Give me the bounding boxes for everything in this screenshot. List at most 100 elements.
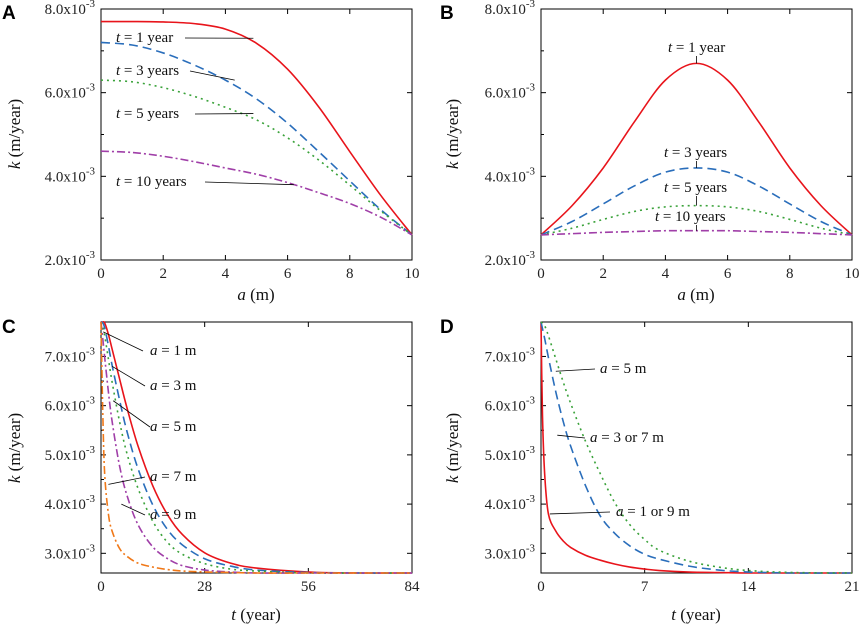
panel-d-y-axis-unit: (m/year): [443, 413, 462, 476]
panel-d-annotation-leader: [557, 434, 586, 439]
panel-b-annotation: t = 10 years: [655, 209, 726, 225]
panel-b-y-axis-var: k: [443, 161, 462, 169]
panel-c-annotations: a = 1 m a = 3 m a = 5 m a = 7 m a = 9 m: [103, 331, 197, 523]
panel-c-x-tick-label: 56: [301, 579, 317, 595]
panel-a-x-tick-label: 8: [346, 266, 354, 282]
panel-a-annotation-leader: [204, 181, 294, 186]
panel-d-series: [540, 321, 853, 574]
panel-a-annotation: t = 10 years: [116, 174, 187, 190]
panel-d-y-tick-label: 4.0x10-3: [485, 493, 536, 513]
panel-b-y-axis-unit: (m/year): [443, 99, 462, 162]
panel-a-series-line: [100, 20, 413, 236]
panel-a-x-axis-var: a: [237, 285, 246, 304]
panel-c-annotation-leader: [103, 331, 144, 352]
panel-c-annotation-leader: [112, 400, 151, 428]
panel-c-x-tick-label: 84: [405, 579, 421, 595]
panel-d-y-axis-label: k (m/year): [443, 413, 462, 483]
panel-d-annotation: a = 5 m: [600, 361, 647, 377]
panel-a-annotation: t = 5 years: [116, 106, 179, 122]
panel-b-ticks: 0 2 4 6 8 10 2.0x10-3 4.0x10-3 6.0x10-3 8.0x10-3: [485, 0, 860, 282]
panel-d: D 0 7 14 21 3.0x10-3 4.0x10-3 5.0x10-3 6.0x10-3…: [440, 317, 860, 624]
panel-b-x-axis-unit: (m): [686, 285, 715, 304]
panel-a-series: [100, 20, 413, 236]
panel-c-letter: C: [2, 317, 16, 338]
panel-d-annotation-leader: [555, 368, 596, 372]
panel-c-x-axis-var: t: [231, 605, 237, 624]
panel-b-series-line: [540, 204, 853, 236]
panel-d-annotation-leader: [549, 511, 611, 515]
panel-c-y-tick-label: 6.0x10-3: [45, 395, 96, 415]
panel-b-letter: B: [440, 3, 454, 24]
panel-d-annotation: a = 1 or 9 m: [616, 504, 690, 520]
panel-a-series-line: [100, 79, 413, 236]
panel-d-annotations: a = 5 m a = 3 or 7 m a = 1 or 9 m: [549, 361, 690, 520]
panel-b-annotations: t = 1 year t = 3 years t = 5 years t = 10 y…: [655, 40, 727, 231]
panel-d-x-tick-label: 0: [537, 579, 545, 595]
panel-c-series: [100, 320, 413, 574]
panel-d-x-axis-var: t: [671, 605, 677, 624]
panel-a-x-tick-label: 4: [222, 266, 230, 282]
panel-d-y-tick-label: 3.0x10-3: [485, 542, 536, 562]
panel-c-series-line: [100, 321, 413, 574]
panel-c-y-tick-label: 3.0x10-3: [45, 542, 96, 562]
panel-c-series-line: [100, 321, 412, 574]
panel-c-y-axis-unit: (m/year): [5, 413, 24, 476]
panel-c-annotation-leader: [108, 476, 146, 485]
panel-b-y-tick-label: 4.0x10-3: [485, 165, 536, 185]
panel-a-x-tick-label: 0: [97, 266, 105, 282]
panel-b-x-tick-label: 6: [724, 266, 732, 282]
panel-c-frame: [100, 321, 413, 574]
panel-a-annotation-leader: [189, 70, 235, 81]
panel-a-x-axis-unit: (m): [246, 285, 275, 304]
panel-a-y-tick-label: 8.0x10-3: [45, 0, 96, 18]
panel-d-letter: D: [440, 317, 454, 338]
panel-b-x-tick-label: 2: [599, 266, 607, 282]
panel-d-series-line: [540, 321, 852, 574]
panel-d-frame: [540, 321, 853, 574]
panel-b-annotation: t = 1 year: [668, 40, 725, 56]
panel-c-y-axis-var: k: [5, 475, 24, 483]
panel-a-x-tick-label: 2: [159, 266, 167, 282]
panel-a-x-tick-label: 10: [405, 266, 420, 282]
panel-b-annotation: t = 5 years: [664, 180, 727, 196]
panel-d-y-tick-label: 7.0x10-3: [485, 345, 536, 365]
panel-a-x-tick-label: 6: [284, 266, 292, 282]
panel-a-y-tick-label: 2.0x10-3: [45, 249, 96, 269]
panel-a-y-tick-label: 4.0x10-3: [45, 165, 96, 185]
panel-a-annotation: t = 3 years: [116, 63, 179, 79]
panel-c-annotation: a = 3 m: [150, 378, 197, 394]
panel-b-x-axis-var: a: [677, 285, 686, 304]
panel-d-y-tick-label: 5.0x10-3: [485, 444, 536, 464]
panel-d-series-line: [540, 321, 853, 574]
panel-d-x-tick-label: 14: [741, 579, 757, 595]
panel-b-series-line: [540, 167, 853, 236]
panel-a-letter: A: [2, 3, 16, 24]
panel-c-annotation: a = 1 m: [150, 343, 197, 359]
panel-c-y-axis-label: k (m/year): [5, 413, 24, 483]
panel-a-annotations: t = 1 year t = 3 years t = 5 years t = 10 y…: [116, 30, 294, 190]
panel-a: A 0 2 4 6 8 10 2.0x10-3 4.0x10-3 6.0x10-3 8.0x10-…: [2, 0, 420, 304]
panel-c-annotation-leader: [121, 503, 146, 516]
panel-b-y-axis-label: k (m/year): [443, 99, 462, 169]
panel-d-x-tick-label: 21: [845, 579, 860, 595]
panel-b-y-tick-label: 6.0x10-3: [485, 82, 536, 102]
panel-c-annotation: a = 5 m: [150, 419, 197, 435]
panel-d-annotation: a = 3 or 7 m: [590, 430, 664, 446]
panel-d-x-axis-unit: (year): [676, 605, 721, 624]
panel-c: C 0 28 56 84 3.0x10-3 4.0x10-3 5.0x10-3 6.0x10-…: [2, 317, 420, 624]
panel-c-series-line: [100, 320, 413, 574]
panel-a-x-axis-label: a (m): [237, 285, 274, 304]
panel-b-y-tick-label: 2.0x10-3: [485, 249, 536, 269]
panel-c-x-axis-unit: (year): [236, 605, 281, 624]
panel-c-y-tick-label: 5.0x10-3: [45, 444, 96, 464]
panel-c-annotation: a = 9 m: [150, 507, 197, 523]
panel-c-annotation-leader: [111, 365, 146, 387]
panel-a-frame: [100, 8, 413, 261]
panel-b-x-tick-label: 4: [662, 266, 670, 282]
panel-b-x-tick-label: 10: [845, 266, 860, 282]
panel-c-x-tick-label: 0: [97, 579, 105, 595]
panel-d-y-axis-var: k: [443, 475, 462, 483]
panel-a-annotation: t = 1 year: [116, 30, 173, 46]
panel-d-x-axis-label: t (year): [671, 605, 721, 624]
